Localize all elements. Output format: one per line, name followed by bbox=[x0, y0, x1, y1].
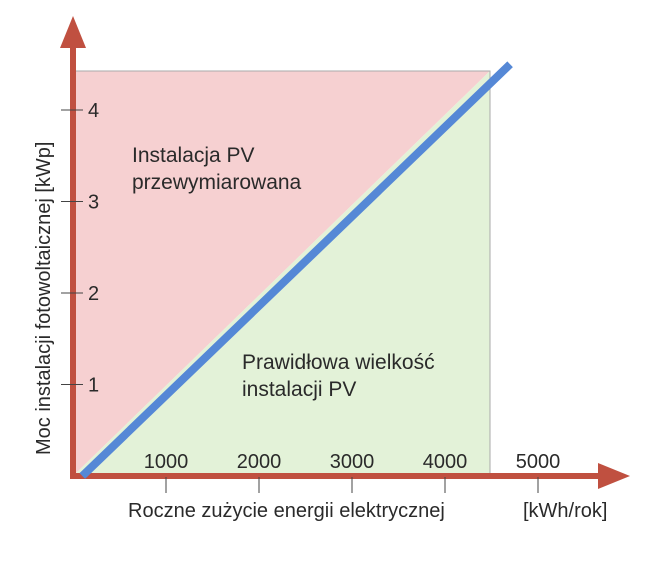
region-overdimensioned-label-line-2: przewymiarowana bbox=[132, 171, 302, 194]
x-tick-label-1000: 1000 bbox=[144, 451, 189, 473]
x-tick-label-3000: 3000 bbox=[330, 451, 375, 473]
x-tick-label-2000: 2000 bbox=[237, 451, 282, 473]
y-tick-label-2: 2 bbox=[88, 283, 99, 305]
region-correct-size-label-line-2: instalacji PV bbox=[242, 378, 356, 401]
x-tick-label-5000: 5000 bbox=[516, 451, 561, 473]
x-axis-title: Roczne zużycie energii elektrycznej bbox=[128, 500, 445, 522]
y-tick-label-4: 4 bbox=[88, 100, 99, 122]
x-tick-label-4000: 4000 bbox=[423, 451, 468, 473]
x-axis-unit: [kWh/rok] bbox=[523, 500, 607, 522]
region-correct-size bbox=[73, 71, 490, 476]
sizing-boundary-line bbox=[79, 61, 513, 479]
y-axis-title: Moc instalacji fotowoltaicznej [kWp] bbox=[33, 142, 55, 455]
x-axis-arrowhead bbox=[598, 463, 630, 489]
y-tick-label-3: 3 bbox=[88, 192, 99, 214]
region-overdimensioned-label-line-1: Instalacja PV bbox=[132, 144, 255, 167]
region-correct-size-label-line-1: Prawidłowa wielkość bbox=[242, 351, 435, 374]
y-tick-label-1: 1 bbox=[88, 375, 99, 397]
y-axis-arrowhead bbox=[60, 16, 86, 48]
